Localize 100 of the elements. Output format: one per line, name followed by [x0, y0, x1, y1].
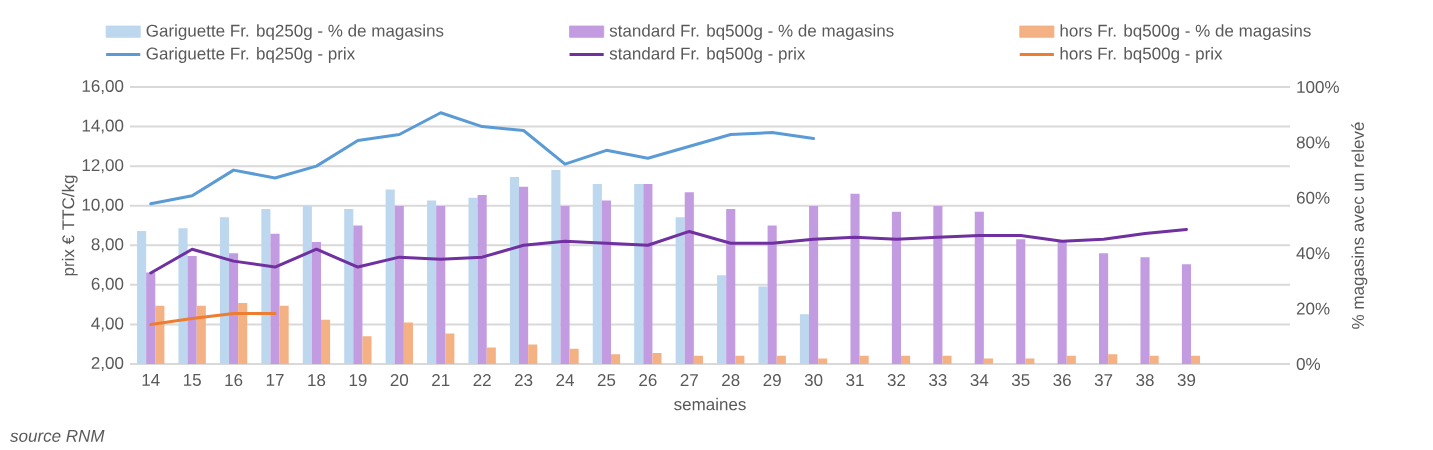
bar	[1025, 358, 1035, 364]
bar	[219, 217, 230, 364]
bar	[643, 183, 653, 364]
bar	[767, 225, 777, 364]
bar	[799, 314, 810, 364]
line-series	[149, 227, 1188, 275]
bar	[634, 183, 644, 364]
source-note: source RNM	[10, 430, 105, 442]
x-tick-label: 30	[804, 374, 823, 387]
bar	[436, 206, 446, 364]
legend-label: standard Fr. bq500g - % de magasins	[609, 24, 894, 41]
y2-tick-label: 0%	[1296, 358, 1321, 371]
bar	[693, 355, 703, 364]
bar	[229, 253, 239, 364]
y-tick-label: 8,00	[91, 238, 124, 253]
bar	[155, 305, 165, 364]
bar	[551, 170, 561, 364]
bar	[238, 303, 248, 364]
bar	[445, 333, 455, 364]
bar	[1191, 355, 1201, 364]
bar	[735, 355, 745, 364]
x-tick-label: 26	[639, 374, 657, 387]
bar	[974, 211, 984, 364]
bar	[261, 208, 271, 364]
x-tick-label: 19	[349, 374, 367, 387]
bar	[146, 272, 156, 364]
bar	[933, 206, 943, 364]
x-tick-label: 17	[266, 374, 284, 386]
x-tick-label: 14	[142, 374, 160, 386]
y-tick-label: 2,00	[91, 356, 124, 372]
bar	[1016, 239, 1026, 364]
bar	[611, 354, 621, 364]
bar	[983, 358, 993, 364]
bar	[592, 183, 602, 364]
legend-label: Gariguette Fr. bq250g - % de magasins	[146, 24, 444, 41]
bar	[1057, 242, 1067, 364]
legend-label: Gariguette Fr. bq250g - prix	[146, 47, 355, 63]
x-tick-label: 16	[225, 374, 243, 387]
x-tick-label: 37	[1094, 374, 1113, 387]
x-tick-label: 27	[680, 374, 698, 386]
bar	[270, 233, 280, 364]
bar	[818, 358, 828, 364]
bar	[1066, 355, 1076, 364]
bar	[137, 231, 147, 364]
x-tick-label: 28	[722, 374, 740, 387]
bar	[1108, 354, 1118, 364]
y2-axis-title: % magasins avec un relevé	[1351, 122, 1368, 329]
bar	[891, 211, 901, 364]
bar	[196, 305, 206, 364]
x-tick-label: 36	[1053, 374, 1071, 387]
x-tick-label: 24	[556, 374, 574, 386]
bar	[311, 242, 321, 364]
bar	[477, 195, 487, 364]
bar	[569, 348, 579, 364]
bar	[850, 193, 860, 364]
bar	[486, 347, 496, 364]
bar	[726, 208, 736, 364]
y-tick-label: 4,00	[91, 317, 124, 332]
legend-label: hors Fr. bq500g - % de magasins	[1060, 24, 1311, 41]
x-tick-label: 22	[473, 374, 491, 386]
x-tick-label: 29	[763, 374, 781, 387]
x-tick-label: 34	[970, 374, 989, 387]
legend-label: hors Fr. bq500g - prix	[1060, 47, 1223, 63]
x-tick-label: 38	[1136, 374, 1154, 387]
bar	[528, 344, 538, 364]
x-tick-label: 33	[929, 374, 947, 387]
bar	[776, 355, 786, 364]
bar	[1149, 355, 1159, 364]
y-tick-label: 10,00	[82, 198, 124, 213]
bar	[519, 186, 529, 364]
x-tick-label: 25	[597, 374, 616, 387]
bar	[1140, 257, 1150, 364]
x-axis-title: semaines	[674, 397, 746, 411]
y2-tick-label: 40%	[1296, 247, 1330, 260]
bar	[652, 352, 662, 364]
x-tick-label: 20	[390, 374, 409, 387]
bar	[601, 200, 611, 364]
bar	[187, 255, 197, 364]
bar	[302, 206, 312, 364]
bar	[809, 206, 819, 364]
bar	[362, 336, 372, 364]
bar	[353, 225, 363, 364]
y2-tick-label: 80%	[1296, 136, 1330, 149]
bar	[385, 189, 395, 364]
bar	[901, 355, 911, 364]
x-tick-label: 32	[887, 374, 906, 387]
bar	[560, 206, 570, 364]
x-tick-label: 39	[1177, 374, 1196, 387]
bar	[394, 206, 404, 364]
bar	[717, 275, 727, 364]
y-tick-label: 12,00	[82, 159, 124, 174]
x-tick-label: 21	[432, 374, 450, 386]
y-tick-label: 6,00	[91, 277, 124, 292]
y2-tick-label: 20%	[1296, 302, 1330, 315]
bar	[942, 355, 952, 364]
bar	[320, 319, 331, 364]
bar	[178, 228, 188, 364]
x-tick-label: 23	[514, 374, 533, 387]
bar	[675, 217, 685, 364]
bar	[427, 200, 437, 364]
